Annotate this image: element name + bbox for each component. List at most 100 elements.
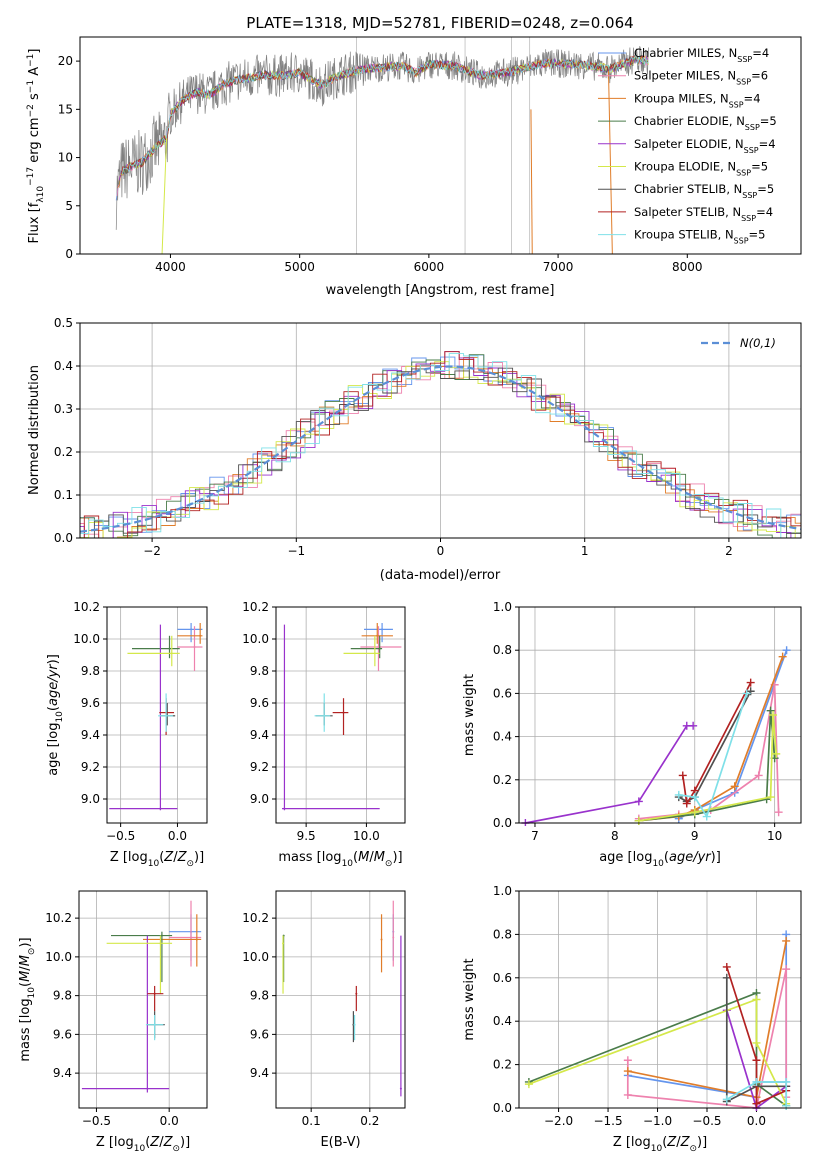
legend-sub: SSP (744, 145, 759, 154)
y-tick-label: 10.2 (242, 600, 269, 614)
x-axis-label-part: 10 (148, 859, 160, 869)
y-axis-label: age [log10(age/yr)] (46, 654, 65, 776)
residual-histogram (80, 353, 801, 538)
x-axis-label-part: mass [log (278, 850, 341, 865)
age-vs-mass-panel: 9.5 10.0 9.0 9.2 9.4 9.6 9.8 10.0 10.2 mass [log1… (242, 600, 406, 869)
data-point (380, 938, 383, 941)
x-tick-label: −1.5 (593, 1114, 622, 1128)
legend-eq: = (751, 69, 761, 83)
x-axis-label-part: 10 (134, 1144, 146, 1154)
weight-line (726, 1081, 788, 1106)
x-axis-label-part: )] (711, 850, 721, 865)
y-axis-label-part: ( (46, 706, 61, 711)
edge-drop (607, 70, 613, 254)
y-tick-label: 9.8 (81, 664, 100, 678)
y-tick-label: 0.2 (493, 1058, 512, 1072)
plot-area (109, 623, 203, 811)
y-axis-label-part: age [log (46, 723, 61, 776)
y-tick-label: 9.6 (81, 696, 100, 710)
x-tick-label: 1 (581, 544, 589, 558)
x-axis-label-part: Z [log (96, 1135, 134, 1150)
y-axis-label-part: A (27, 67, 42, 80)
y-tick-label: 0.2 (493, 773, 512, 787)
x-axis-label: E(B-V) (320, 1135, 360, 1150)
plus-marker (722, 962, 731, 971)
x-axis-label-part: ( (662, 1135, 667, 1150)
legend-sub: SSP (741, 213, 756, 222)
data-point (159, 942, 162, 945)
y-tick-label: 10.2 (242, 911, 269, 925)
x-axis-label-part: / (159, 1135, 164, 1150)
plus-marker (778, 652, 787, 661)
axes-frame (78, 890, 208, 1109)
data-point (282, 942, 285, 945)
plus-marker (774, 808, 783, 817)
legend-sep: , (720, 160, 727, 174)
x-axis-label: Z [log10(Z/Z⊙)] (613, 1135, 707, 1154)
data-point (377, 646, 380, 648)
x-axis-label-part: )] (194, 850, 204, 865)
legend-n: N (727, 69, 736, 83)
x-axis-label-part: / (369, 850, 374, 865)
x-axis-label: Z [log10(Z/Z⊙)] (96, 1135, 190, 1154)
data-point (153, 992, 156, 995)
x-tick-label: 5000 (284, 260, 315, 274)
weight-line (678, 690, 752, 803)
x-tick-label: 10 (767, 829, 782, 843)
weight-line (678, 693, 748, 819)
y-tick-label: 15 (58, 102, 73, 116)
legend-nssp: 4 (768, 137, 775, 151)
y-axis-label-part: ⊙ (27, 948, 37, 956)
plus-marker (782, 965, 791, 974)
x-tick-label: 2 (725, 544, 733, 558)
y-tick-label: 10.0 (242, 950, 269, 964)
plus-marker (623, 1090, 632, 1099)
data-point (376, 634, 379, 637)
plus-marker (752, 1077, 761, 1086)
x-tick-label: 9 (691, 829, 699, 843)
x-tick-label: 7 (531, 829, 539, 843)
y-tick-label: 0.8 (493, 643, 512, 657)
y-axis-label-part: 10 (27, 987, 37, 999)
data-point (168, 647, 171, 650)
y-tick-label: 0.0 (493, 1101, 512, 1115)
x-axis-label-part: 10 (342, 859, 354, 869)
data-point (373, 652, 376, 655)
x-axis-label-part: ( (145, 1135, 150, 1150)
data-point (378, 647, 381, 650)
legend-sep: , (718, 228, 725, 242)
y-tick-label: 9.4 (53, 1066, 72, 1080)
x-tick-label: 9.5 (297, 829, 316, 843)
age-vs-metallicity-panel: −0.5 0.09.09.29.49.69.810.010.2Z [log10(Z… (46, 600, 208, 869)
data-point (199, 634, 202, 637)
axes-frame (518, 606, 802, 824)
legend-eq: = (752, 46, 762, 60)
mass-weight-vs-metallicity-panel: −2.0 −1.5 −1.0 −0.5 0.0 0.0 0.2 0.4 0.6 0.8 1.0 Z [… (462, 884, 802, 1154)
x-axis-label-part: / (676, 1135, 681, 1150)
y-axis-label-part: )] (46, 654, 61, 664)
weight-line (525, 724, 694, 824)
legend-n: N (729, 46, 738, 60)
y-tick-label: 10.2 (73, 600, 100, 614)
legend-eq: = (759, 137, 769, 151)
legend-eq: = (757, 182, 767, 196)
y-tick-label: 1.0 (493, 884, 512, 898)
x-tick-label: −2 (143, 544, 161, 558)
legend-n: N (734, 182, 743, 196)
axes-frame (79, 322, 802, 539)
y-axis-label-part: Flux [f (27, 202, 42, 243)
model-spectrum (118, 57, 649, 185)
axes-frame (275, 890, 406, 1109)
y-tick-label: 0.4 (493, 1014, 512, 1028)
legend-sub: SSP (736, 168, 751, 177)
y-axis-label: Flux [fλ10−17 erg cm−2 s−1 A−1] (26, 49, 46, 244)
y-tick-label: 0.4 (493, 730, 512, 744)
mass-vs-ebv-panel: 0.1 0.2 9.4 9.6 9.8 10.0 10.2 E(B-V) (242, 890, 406, 1150)
x-axis-label-part: 10 (651, 1144, 663, 1154)
legend-sub: SSP (745, 123, 760, 132)
legend-sep: , (729, 114, 736, 128)
y-tick-label: 10.0 (73, 632, 100, 646)
legend-entry: Kroupa ELODIE, NSSP=5 (634, 160, 768, 178)
y-tick-label: 10.0 (45, 950, 72, 964)
y-axis-label-part: −2 (26, 104, 36, 117)
